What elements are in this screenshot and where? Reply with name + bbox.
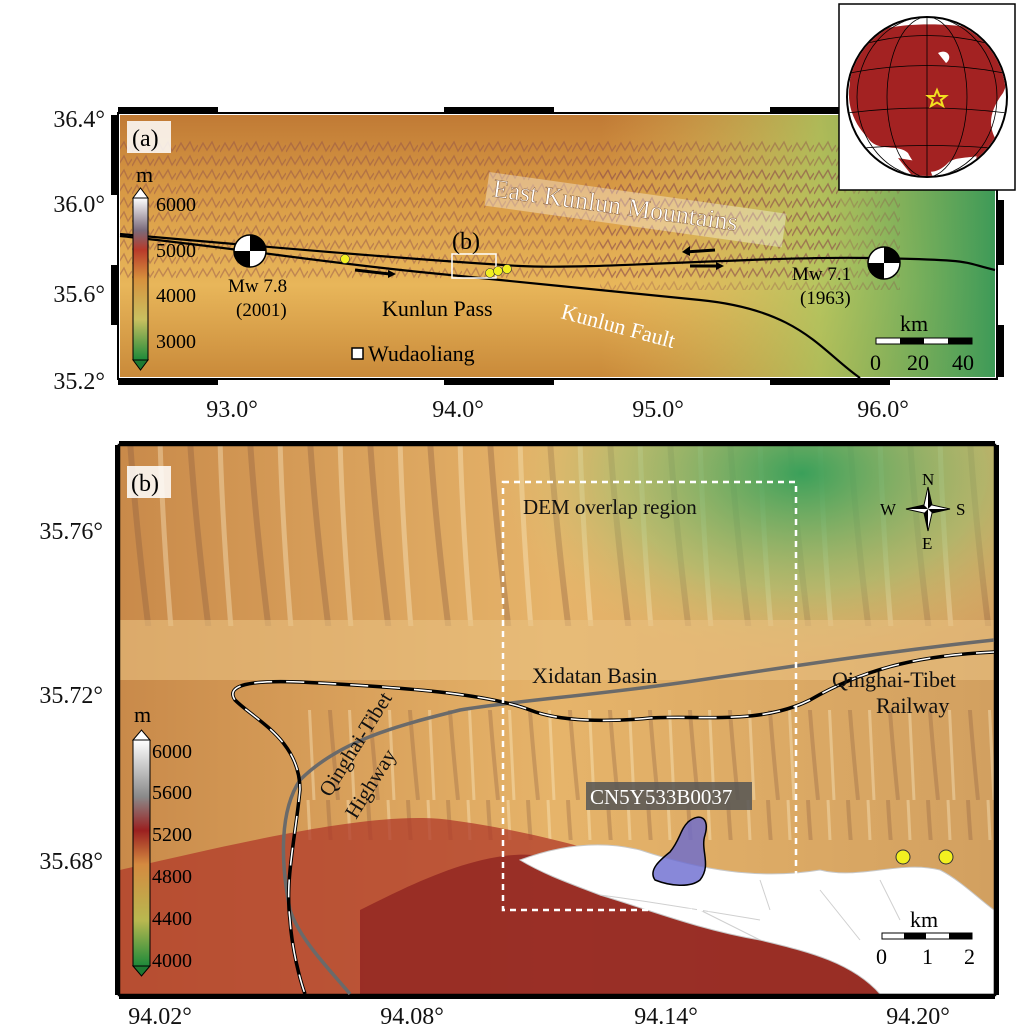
scalebar-a-tick: 40 [952,350,974,375]
compass-s: S [956,500,965,519]
scalebar-a-tick: 0 [870,350,881,375]
quake-right-mag: Mw 7.1 [792,264,851,285]
colorbar-a-tick: 3000 [156,331,196,353]
globe-inset [838,3,1016,191]
wudaoliang-label: Wudaoliang [368,341,475,366]
scalebar-a-tick: 20 [907,350,929,375]
railway-label-1: Qinghai-Tibet [832,667,956,692]
quake-left-mag: Mw 7.8 [228,276,287,297]
panel-b-map: (b) DEM overlap region Xidatan Basin Qin… [0,440,1016,1000]
axis-a-x-tick: 96.0° [823,398,943,422]
colorbar-a-unit: m [136,162,153,187]
axis-b-x-tick: 94.08° [352,1005,472,1029]
axis-b-y-tick: 35.72° [3,684,103,708]
axis-a-y-tick: 35.6° [5,283,105,307]
axis-a-x-tick: 93.0° [172,398,292,422]
colorbar-b-unit: m [134,702,151,727]
scalebar-b-tick: 0 [876,944,887,969]
quake-left-year: (2001) [236,300,287,321]
axis-a-y-tick: 35.2° [5,370,105,394]
axis-a-x-tick: 94.0° [398,398,518,422]
site-point [486,269,495,278]
colorbar-b-tick: 6000 [152,741,192,763]
axis-b-x-tick: 94.14° [606,1005,726,1029]
colorbar-a-tick: 5000 [156,240,196,262]
site-point [494,267,503,276]
panel-b-label: (b) [131,471,159,497]
site-point [939,850,953,864]
site-point [341,255,350,264]
overlap-label: DEM overlap region [523,495,697,519]
wudaoliang-marker [352,348,363,359]
beachball-2001 [234,235,266,267]
axis-a-x-tick: 95.0° [598,398,718,422]
colorbar-b-tick: 5600 [152,782,192,804]
axis-b-x-tick: 94.02° [100,1005,220,1029]
scalebar-a-unit: km [900,311,928,336]
scalebar-b-tick: 1 [922,944,933,969]
scalebar-b-unit: km [910,907,938,932]
compass-n: N [922,470,934,489]
compass-w: W [880,500,897,519]
box-b-label: (b) [452,229,480,255]
colorbar-b-tick: 4000 [152,950,192,972]
glacier-id-label: CN5Y533B0037 [590,785,732,809]
axis-a-y-tick: 36.4° [5,108,105,132]
colorbar-a-tick: 4000 [156,285,196,307]
colorbar-b-tick: 5200 [152,824,192,846]
beachball-1963 [868,247,900,279]
railway-label-2: Railway [876,693,949,718]
site-point [896,850,910,864]
scalebar-b-tick: 2 [964,944,975,969]
colorbar-b-tick: 4800 [152,866,192,888]
axis-b-y-tick: 35.68° [3,850,103,874]
axis-b-x-tick: 94.20° [858,1005,978,1029]
panel-a-label: (a) [132,126,159,152]
basin-label: Xidatan Basin [532,663,657,688]
axis-a-y-tick: 36.0° [5,193,105,217]
axis-b-y-tick: 35.76° [3,520,103,544]
colorbar-a-tick: 6000 [156,194,196,216]
compass-e: E [922,534,932,553]
kunlun-pass-label: Kunlun Pass [382,296,493,321]
quake-right-year: (1963) [800,288,851,309]
site-point [503,265,512,274]
colorbar-b-tick: 4400 [152,908,192,930]
